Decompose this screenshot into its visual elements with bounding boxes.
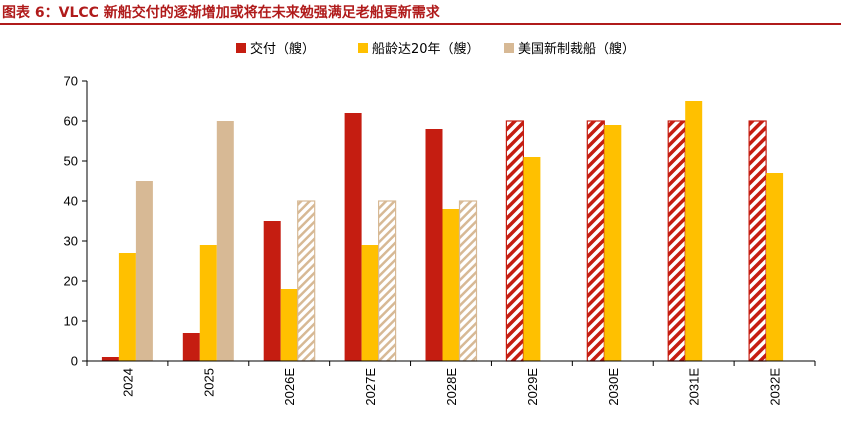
bar-2031E-series-1: [667, 120, 686, 362]
bar-2030E-series-1: [586, 120, 605, 362]
bar-2025-series-2: [199, 245, 217, 361]
bar-2032E-series-2: [766, 173, 784, 361]
x-axis: 2024 2025 2026E 2027E 2028E 2029E 2030E 2031E 20…: [86, 360, 816, 406]
bar-2028E-series-3: [458, 200, 478, 362]
y-tick-label: 10: [64, 314, 78, 329]
legend-swatch-2: [358, 43, 368, 53]
chart-title: 图表 6：VLCC 新船交付的逐渐增加或将在未来勉强满足老船更新需求: [2, 5, 440, 21]
bar-2027E-series-2: [361, 245, 379, 361]
title-rule: [0, 23, 841, 25]
x-tick-label: 2025: [201, 368, 216, 397]
legend: 交付（艘） 船龄达20年（艘） 美国新制裁船（艘）: [236, 41, 635, 57]
x-tick-label: 2027E: [363, 368, 378, 406]
bar-2029E-series-1: [505, 120, 524, 362]
legend-label-3: 美国新制裁船（艘）: [518, 41, 635, 57]
bar-2024-series-2: [118, 253, 136, 361]
bar-2028E-series-2: [442, 209, 460, 361]
bars: [101, 101, 784, 362]
y-axis: 0 10 20 30 40 50 60 70: [64, 74, 88, 369]
bar-2025-series-1: [182, 333, 200, 361]
legend-label-2: 船龄达20年（艘）: [372, 41, 480, 57]
y-tick-label: 60: [64, 114, 78, 129]
y-tick-label: 70: [64, 74, 78, 89]
y-tick-label: 50: [64, 154, 78, 169]
x-tick-label: 2024: [120, 368, 135, 397]
y-tick-label: 20: [64, 274, 78, 289]
x-tick-label: 2030E: [606, 368, 621, 406]
bar-2029E-series-2: [523, 157, 541, 361]
legend-label-1: 交付（艘）: [250, 41, 315, 57]
bar-2032E-series-1: [748, 120, 767, 362]
legend-swatch-3: [504, 43, 514, 53]
bar-2027E-series-1: [344, 113, 362, 361]
legend-swatch-1: [236, 43, 246, 53]
bar-2025-series-3: [216, 121, 234, 361]
bar-2030E-series-2: [604, 125, 622, 361]
bar-2026E-series-2: [280, 289, 298, 361]
x-tick-label: 2032E: [768, 368, 783, 406]
x-tick-label: 2026E: [282, 368, 297, 406]
bar-2026E-series-1: [263, 221, 281, 361]
y-tick-label: 0: [71, 354, 78, 369]
bar-2027E-series-3: [378, 200, 397, 362]
bar-2031E-series-2: [685, 101, 703, 361]
bar-2024-series-3: [135, 181, 153, 361]
bar-2024-series-1: [101, 357, 119, 361]
x-tick-label: 2028E: [444, 368, 459, 406]
bar-2028E-series-1: [425, 129, 443, 361]
x-tick-label: 2031E: [687, 368, 702, 406]
y-tick-label: 30: [64, 234, 78, 249]
y-tick-label: 40: [64, 194, 78, 209]
bar-2026E-series-3: [297, 200, 316, 362]
x-tick-label: 2029E: [525, 368, 540, 406]
